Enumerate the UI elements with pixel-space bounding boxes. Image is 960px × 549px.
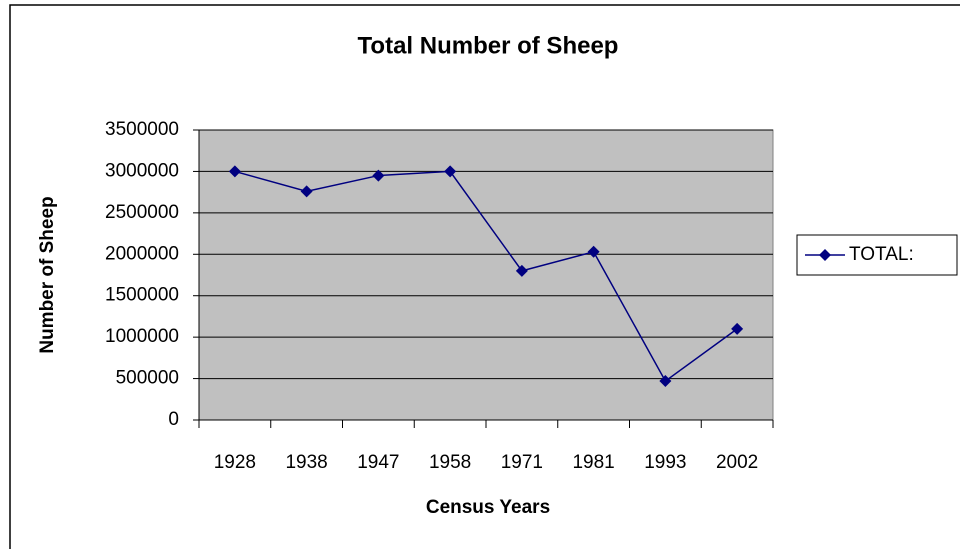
y-tick-label: 3500000 [105, 119, 179, 140]
x-tick-label: 1958 [429, 452, 471, 473]
y-tick-label: 3000000 [105, 160, 179, 181]
y-tick-label: 1000000 [105, 326, 179, 347]
y-tick-label: 500000 [116, 368, 179, 389]
x-tick-label: 1938 [285, 452, 327, 473]
legend-marker [819, 249, 831, 261]
data-point [731, 322, 744, 335]
y-tick-label: 2500000 [105, 202, 179, 223]
data-point [228, 165, 241, 178]
y-tick-label: 1500000 [105, 285, 179, 306]
chart-title: Total Number of Sheep [358, 32, 619, 59]
data-point [300, 185, 313, 198]
x-tick-label: 1993 [644, 452, 686, 473]
x-tick-label: 1981 [572, 452, 614, 473]
y-tick-label: 2000000 [105, 243, 179, 264]
data-point [372, 169, 385, 182]
plot-area [198, 129, 774, 421]
series-line [234, 170, 738, 383]
y-axis-title: Number of Sheep [37, 196, 58, 353]
x-tick-label: 1971 [501, 452, 543, 473]
x-tick-label: 1947 [357, 452, 399, 473]
y-tick-label: 0 [168, 409, 179, 430]
legend-label: TOTAL: [849, 244, 914, 265]
data-point [444, 165, 457, 178]
x-tick-label: 2002 [716, 452, 758, 473]
data-point [659, 375, 672, 388]
data-point [515, 264, 528, 277]
x-axis-title: Census Years [426, 497, 550, 518]
x-tick-label: 1928 [214, 452, 256, 473]
data-point [587, 245, 600, 258]
